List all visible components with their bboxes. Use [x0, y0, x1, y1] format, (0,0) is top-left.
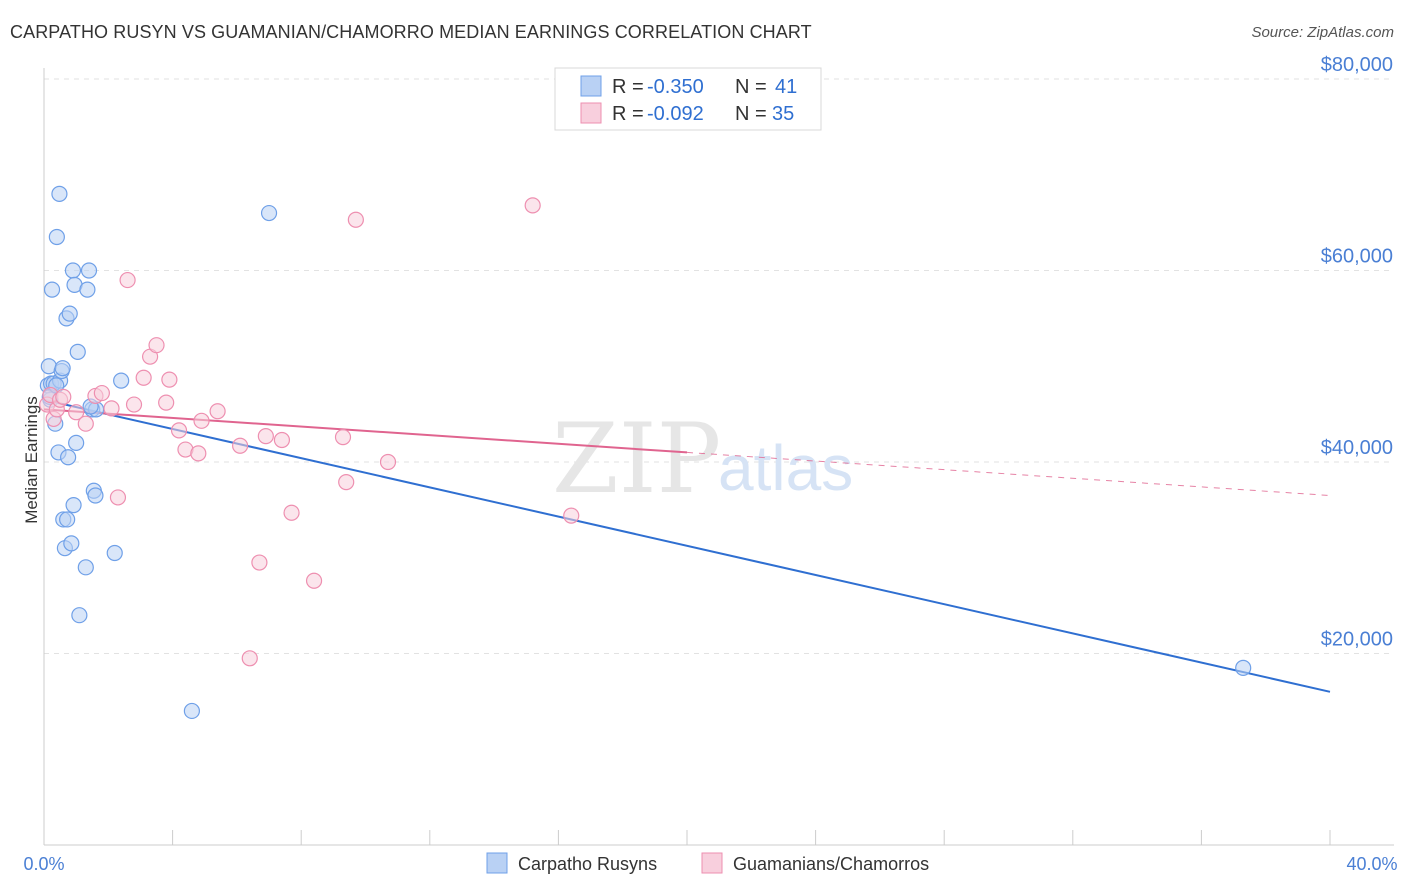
point-guamanian-chamorro [241, 650, 258, 667]
point-guamanian-chamorro [103, 400, 120, 417]
point-carpatho-rusyn [68, 434, 85, 451]
point-carpatho-rusyn [71, 607, 88, 624]
point-guamanian-chamorro [379, 453, 397, 471]
point-guamanian-chamorro [161, 371, 178, 388]
legend-box: R = -0.350 N = 41 R = -0.092 N = 35 [554, 67, 822, 131]
point-guamanian-chamorro [193, 412, 210, 429]
x-tick-label-max: 40.0% [1346, 854, 1397, 874]
legend-swatch-pink [580, 102, 602, 124]
point-guamanian-chamorro [334, 429, 352, 446]
point-guamanian-chamorro [158, 394, 175, 411]
legend-r-label-1: R = [612, 76, 644, 98]
point-carpatho-rusyn [87, 487, 104, 504]
point-carpatho-rusyn [54, 360, 71, 377]
legend-n-value-2: 35 [772, 103, 794, 125]
data-points [39, 185, 1252, 720]
point-carpatho-rusyn [69, 343, 86, 360]
watermark-zip: ZIP [552, 403, 721, 515]
point-carpatho-rusyn [260, 204, 278, 222]
point-guamanian-chamorro [251, 554, 268, 571]
bottom-legend-swatch-blue [486, 852, 508, 874]
bottom-legend-label-blue: Carpatho Rusyns [518, 854, 657, 874]
point-guamanian-chamorro [524, 197, 541, 214]
chart-title: CARPATHO RUSYN VS GUAMANIAN/CHAMORRO MED… [10, 22, 812, 42]
point-guamanian-chamorro [563, 507, 580, 524]
y-axis-title: Median Earnings [22, 396, 41, 524]
point-guamanian-chamorro [135, 369, 152, 386]
trend-lines [43, 398, 1331, 693]
point-guamanian-chamorro [283, 504, 300, 521]
point-guamanian-chamorro [68, 404, 85, 421]
bottom-legend: Carpatho Rusyns Guamanians/Chamorros [486, 852, 929, 874]
point-guamanian-chamorro [55, 388, 72, 405]
x-axis-ticks [43, 830, 1331, 845]
point-guamanian-chamorro [209, 403, 226, 420]
y-tick-label: $60,000 [1321, 246, 1393, 268]
bottom-legend-label-pink: Guamanians/Chamorros [733, 854, 929, 874]
point-carpatho-rusyn [43, 281, 61, 298]
point-carpatho-rusyn [63, 535, 80, 552]
trend-line-blue [43, 398, 1331, 693]
point-guamanian-chamorro [77, 415, 94, 432]
legend-r-value-1: -0.350 [647, 76, 704, 98]
point-carpatho-rusyn [183, 702, 200, 720]
point-guamanian-chamorro [148, 337, 165, 354]
y-tick-labels: $20,000 $40,000 $60,000 $80,000 [1321, 54, 1393, 651]
point-guamanian-chamorro [170, 422, 188, 439]
point-carpatho-rusyn [64, 262, 82, 279]
legend-n-label-1: N = [735, 76, 767, 98]
point-carpatho-rusyn [59, 511, 76, 528]
point-carpatho-rusyn [1235, 659, 1252, 676]
point-carpatho-rusyn [51, 185, 68, 202]
legend-swatch-blue [580, 75, 602, 97]
y-tick-label: $20,000 [1321, 629, 1393, 651]
point-guamanian-chamorro [273, 431, 291, 449]
point-carpatho-rusyn [80, 262, 98, 279]
point-guamanian-chamorro [347, 211, 364, 228]
point-carpatho-rusyn [61, 305, 78, 322]
legend-n-label-2: N = [735, 103, 767, 125]
legend-n-value-1: 41 [775, 76, 797, 98]
point-carpatho-rusyn [113, 372, 130, 389]
point-carpatho-rusyn [79, 281, 96, 298]
legend-r-value-2: -0.092 [647, 103, 704, 125]
bottom-legend-swatch-pink [701, 852, 723, 874]
y-tick-label: $80,000 [1321, 54, 1393, 76]
legend-r-label-2: R = [612, 103, 644, 125]
point-carpatho-rusyn [48, 228, 65, 246]
point-guamanian-chamorro [125, 396, 143, 413]
point-carpatho-rusyn [65, 496, 82, 514]
point-carpatho-rusyn [60, 449, 77, 466]
point-guamanian-chamorro [119, 271, 136, 289]
point-guamanian-chamorro [109, 489, 127, 506]
y-tick-label: $40,000 [1321, 437, 1393, 459]
trend-line-pink [43, 408, 688, 454]
source-label: Source: ZipAtlas.com [1251, 24, 1394, 41]
point-guamanian-chamorro [305, 572, 323, 589]
point-carpatho-rusyn [77, 559, 94, 576]
point-guamanian-chamorro [232, 437, 249, 454]
point-guamanian-chamorro [93, 384, 110, 402]
point-carpatho-rusyn [106, 544, 123, 562]
point-guamanian-chamorro [338, 474, 355, 491]
x-tick-label-min: 0.0% [23, 854, 64, 874]
gridlines [44, 78, 1394, 654]
watermark-atlas: atlas [718, 432, 853, 504]
point-guamanian-chamorro [190, 445, 207, 462]
point-guamanian-chamorro [257, 428, 274, 445]
